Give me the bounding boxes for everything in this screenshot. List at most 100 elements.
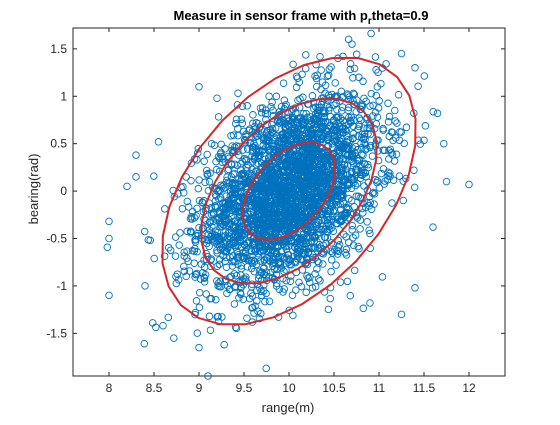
data-point: [247, 201, 256, 209]
data-point: [332, 113, 340, 121]
data-point: [333, 113, 341, 122]
data-point: [231, 231, 240, 240]
data-point: [317, 66, 325, 74]
data-point: [255, 168, 264, 177]
data-point: [301, 260, 309, 268]
data-point: [208, 183, 217, 192]
data-point: [264, 175, 272, 184]
x-tick-label: 8: [106, 381, 113, 395]
data-point: [263, 253, 272, 262]
data-point: [289, 311, 297, 320]
data-point: [193, 247, 201, 256]
data-point: [221, 227, 230, 235]
x-tick-label: 10: [282, 381, 296, 395]
data-point: [237, 271, 245, 279]
data-point: [255, 314, 264, 323]
data-point: [346, 291, 355, 300]
data-point: [215, 282, 224, 291]
data-point: [257, 287, 265, 296]
data-point: [301, 195, 309, 203]
data-point: [231, 222, 240, 231]
data-point: [251, 133, 260, 141]
data-point: [338, 190, 347, 198]
data-point: [239, 254, 247, 262]
data-point: [279, 79, 288, 87]
data-point: [221, 248, 230, 256]
data-point: [397, 310, 406, 319]
data-point: [238, 119, 247, 128]
data-point: [347, 196, 356, 205]
data-point: [264, 192, 273, 200]
data-point: [346, 65, 354, 74]
data-point: [183, 197, 192, 206]
data-point: [206, 169, 214, 177]
data-point: [165, 243, 173, 252]
data-point: [256, 198, 264, 206]
data-point: [319, 106, 328, 115]
data-point: [272, 92, 281, 101]
data-point: [284, 113, 293, 122]
data-point: [132, 151, 140, 159]
data-point: [173, 270, 182, 278]
data-point: [274, 140, 282, 148]
data-point: [321, 216, 329, 225]
data-point: [271, 207, 279, 215]
data-point: [342, 251, 351, 259]
data-point: [272, 249, 280, 258]
data-point: [216, 186, 224, 195]
x-tick-label: 10.5: [322, 381, 346, 395]
data-point: [252, 191, 260, 199]
data-point: [280, 222, 289, 230]
data-point: [349, 129, 358, 138]
data-point: [218, 313, 226, 321]
data-point: [141, 282, 149, 290]
data-point: [330, 206, 338, 214]
data-point: [306, 140, 314, 149]
data-point: [252, 146, 261, 154]
data-point: [255, 124, 264, 133]
data-point: [348, 226, 356, 234]
data-point: [279, 226, 288, 234]
data-point: [291, 258, 300, 267]
data-point: [229, 204, 238, 213]
data-point: [327, 247, 335, 255]
data-point: [273, 279, 281, 288]
data-point: [366, 229, 374, 238]
data-point: [311, 282, 320, 291]
contour-ellipse-2: [200, 97, 378, 285]
data-point: [268, 98, 276, 107]
data-point: [271, 242, 280, 250]
data-point: [366, 198, 375, 207]
data-point: [241, 137, 249, 145]
data-point: [195, 303, 204, 312]
data-point: [195, 83, 203, 91]
data-point: [318, 193, 326, 201]
data-point: [224, 215, 233, 224]
data-point: [386, 145, 394, 153]
data-point: [295, 218, 303, 227]
data-point: [302, 109, 310, 118]
data-point: [386, 169, 394, 178]
data-point: [388, 199, 396, 207]
data-point: [299, 109, 308, 118]
data-point: [216, 150, 225, 158]
data-point: [387, 128, 396, 136]
data-point: [233, 248, 242, 257]
data-point: [200, 273, 208, 282]
data-point: [330, 131, 339, 140]
x-tick-label: 8.5: [146, 381, 163, 395]
data-point: [221, 145, 229, 153]
data-point: [375, 97, 383, 105]
data-point: [230, 143, 239, 151]
data-point: [244, 256, 253, 265]
data-point: [361, 160, 369, 169]
data-point: [392, 150, 401, 159]
data-point: [295, 151, 303, 160]
data-point: [360, 182, 368, 190]
data-point: [353, 146, 362, 154]
data-point: [414, 82, 422, 90]
data-point: [379, 124, 387, 133]
data-point: [336, 164, 345, 173]
scatter-points: [103, 29, 473, 380]
data-point: [314, 198, 322, 206]
